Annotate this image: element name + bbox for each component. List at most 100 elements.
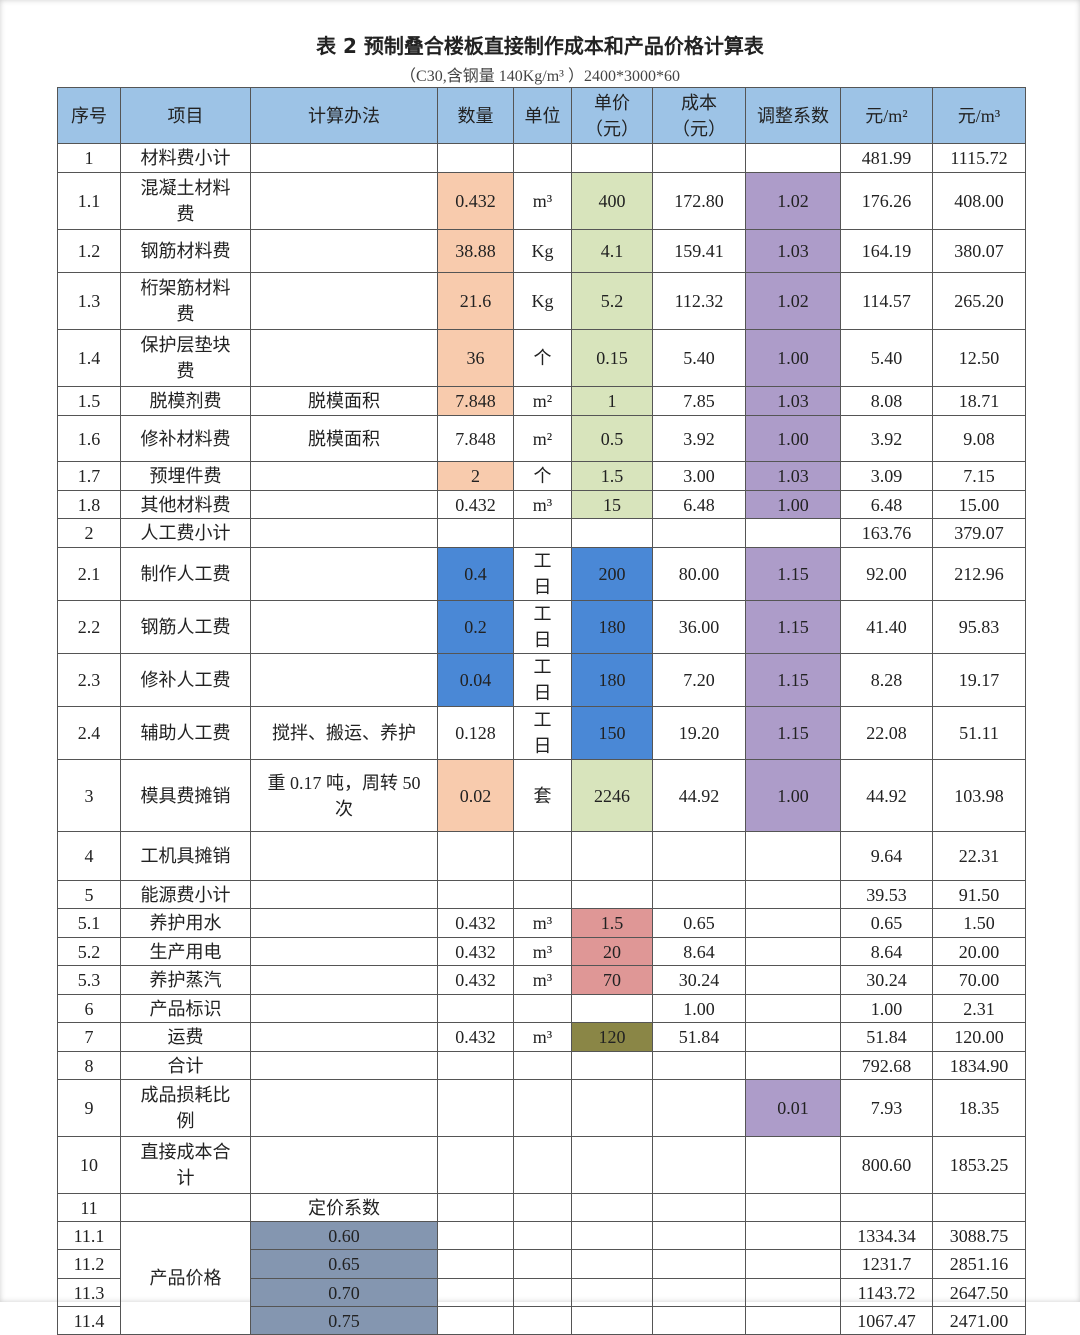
cell-m2: 1231.7 — [840, 1249, 933, 1279]
cell-unit — [513, 1193, 572, 1222]
cell-no: 1.2 — [57, 229, 121, 273]
table-row: 11.2 0.65 1231.7 2851.16 — [57, 1249, 1026, 1279]
cell-coef — [745, 1221, 841, 1250]
cell-no: 11 — [57, 1193, 121, 1222]
cell-coef — [745, 1051, 841, 1080]
cell-coef — [745, 831, 841, 881]
cell-method — [250, 518, 438, 548]
cell-price: 1 — [571, 386, 653, 416]
table-row: 5.2 生产用电 0.432 m³ 20 8.64 8.64 20.00 — [57, 937, 1026, 966]
cell-unit: m³ — [513, 937, 572, 966]
cell-unit: 工日 — [513, 547, 572, 601]
column-header: 成本 （元） — [652, 87, 746, 144]
table-row: 1.7 预埋件费 2 个 1.5 3.00 1.03 3.09 7.15 — [57, 461, 1026, 491]
cell-qty: 7.848 — [437, 386, 514, 416]
cell-item: 修补材料费 — [120, 415, 251, 462]
cell-cost — [652, 143, 746, 173]
cell-coef: 1.03 — [745, 229, 841, 273]
cell-unit: Kg — [513, 272, 572, 330]
table-row: 3 模具费摊销重 0.17 吨，周转 50 次 0.02 套 2246 44.92 1.00… — [57, 759, 1026, 832]
table-row: 1.6 修补材料费 脱模面积 7.848 m² 0.5 3.92 1.00 3.92 9.08 — [57, 415, 1026, 462]
cell-unit — [513, 831, 572, 881]
cell-method: 0.60 — [250, 1221, 438, 1250]
cell-item: 产品价格 — [120, 1221, 251, 1335]
cell-method — [250, 908, 438, 938]
cell-item: 养护蒸汽 — [120, 965, 251, 995]
cell-m2: 114.57 — [840, 272, 933, 330]
table-row: 7 运费 0.432 m³ 120 51.84 51.84 120.00 — [57, 1022, 1026, 1052]
table-row: 5.3 养护蒸汽 0.432 m³ 70 30.24 30.24 70.00 — [57, 965, 1026, 995]
cell-m3: 3088.75 — [932, 1221, 1026, 1250]
cell-m2: 8.28 — [840, 653, 933, 707]
cell-price: 1.5 — [571, 908, 653, 938]
cell-cost — [652, 1136, 746, 1194]
cell-method — [250, 329, 438, 387]
cell-no: 11.2 — [57, 1249, 121, 1279]
cell-m3: 2.31 — [932, 994, 1026, 1023]
cell-unit: m³ — [513, 490, 572, 519]
cell-m2: 8.08 — [840, 386, 933, 416]
cell-price: 180 — [571, 653, 653, 707]
cell-m3: 18.35 — [932, 1079, 1026, 1137]
cell-m2: 41.40 — [840, 600, 933, 654]
table-row: 1.5 脱模剂费 脱模面积 7.848 m² 1 7.85 1.03 8.08 18.71 — [57, 386, 1026, 416]
cell-price: 180 — [571, 600, 653, 654]
cell-m3: 51.11 — [932, 706, 1026, 760]
cell-no: 4 — [57, 831, 121, 881]
table-row: 1 材料费小计 481.99 1115.72 — [57, 143, 1026, 173]
header-row: 序号 项目 计算办法 数量 单位 单价 （元） 成本 （元） 调整系数 元/m² 元/m³ — [57, 87, 1026, 144]
cell-cost — [652, 1051, 746, 1080]
table-row: 11 定价系数 — [57, 1193, 1026, 1222]
cell-no: 1.8 — [57, 490, 121, 519]
table-row: 1.2 钢筋材料费 38.88 Kg 4.1 159.41 1.03 164.19 380.07 — [57, 229, 1026, 273]
cell-coef — [745, 1136, 841, 1194]
cell-price: 0.5 — [571, 415, 653, 462]
cell-m2: 792.68 — [840, 1051, 933, 1080]
table-row: 1.8 其他材料费 0.432 m³ 15 6.48 1.00 6.48 15.00 — [57, 490, 1026, 519]
cell-cost: 6.48 — [652, 490, 746, 519]
cell-price — [571, 1278, 653, 1307]
cell-coef: 1.02 — [745, 172, 841, 230]
cell-item: 混凝土材料费 — [120, 172, 251, 230]
cell-m2: 92.00 — [840, 547, 933, 601]
cell-price: 70 — [571, 965, 653, 995]
table-row: 2 人工费小计 163.76 379.07 — [57, 518, 1026, 548]
cell-coef — [745, 1193, 841, 1222]
cell-m3: 1853.25 — [932, 1136, 1026, 1194]
cell-price: 0.15 — [571, 329, 653, 387]
cell-coef: 1.00 — [745, 490, 841, 519]
cell-m2: 3.92 — [840, 415, 933, 462]
cell-item: 生产用电 — [120, 937, 251, 966]
cell-m2: 1067.47 — [840, 1306, 933, 1335]
cell-no: 5.2 — [57, 937, 121, 966]
cell-cost: 80.00 — [652, 547, 746, 601]
cell-item: 模具费摊销 — [120, 759, 251, 832]
cell-m3: 70.00 — [932, 965, 1026, 995]
cell-qty: 38.88 — [437, 229, 514, 273]
cell-unit: 工日 — [513, 600, 572, 654]
cell-m3: 380.07 — [932, 229, 1026, 273]
cell-no: 11.4 — [57, 1306, 121, 1335]
cell-item: 工机具摊销 — [120, 831, 251, 881]
cell-qty — [437, 1221, 514, 1250]
cell-no: 1.4 — [57, 329, 121, 387]
cell-m3: 1.50 — [932, 908, 1026, 938]
cell-m3: 18.71 — [932, 386, 1026, 416]
cell-no: 2.3 — [57, 653, 121, 707]
cell-m2: 30.24 — [840, 965, 933, 995]
cell-price: 4.1 — [571, 229, 653, 273]
cell-qty: 0.4 — [437, 547, 514, 601]
cell-item: 能源费小计 — [120, 880, 251, 909]
table-row: 8 合计 792.68 1834.90 — [57, 1051, 1026, 1080]
cell-coef — [745, 518, 841, 548]
cell-price — [571, 1136, 653, 1194]
column-header: 数量 — [437, 87, 514, 144]
cell-qty — [437, 1079, 514, 1137]
cell-method — [250, 143, 438, 173]
cell-cost — [652, 1306, 746, 1335]
cell-price: 400 — [571, 172, 653, 230]
cell-no: 5.3 — [57, 965, 121, 995]
cell-method — [250, 880, 438, 909]
cell-m3: 91.50 — [932, 880, 1026, 909]
cell-coef — [745, 143, 841, 173]
